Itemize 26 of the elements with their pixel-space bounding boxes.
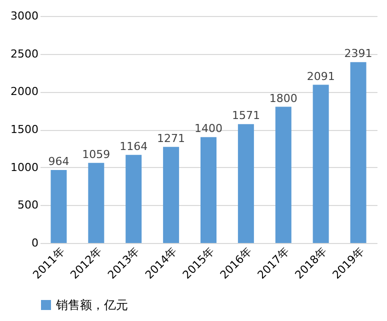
bar (200, 137, 216, 243)
data-label: 2391 (344, 47, 372, 60)
y-tick-label: 3000 (10, 10, 38, 22)
bar (350, 62, 366, 243)
y-tick-label: 500 (18, 198, 38, 212)
y-tick-label: 0 (32, 236, 38, 250)
data-label: 1164 (120, 140, 148, 153)
bar (312, 84, 329, 243)
legend-label: 销售额，亿元 (55, 298, 128, 312)
y-tick-label: 1000 (10, 160, 38, 174)
bar (275, 106, 292, 243)
bar (126, 154, 142, 243)
bar (163, 146, 180, 243)
data-label: 1800 (269, 92, 298, 105)
y-tick-label: 2000 (10, 85, 38, 98)
data-label: 964 (48, 155, 70, 168)
data-label: 1571 (232, 109, 260, 122)
bar (50, 170, 67, 243)
bar (238, 124, 254, 243)
data-label: 1400 (194, 122, 222, 136)
bar (88, 162, 104, 243)
data-label: 1059 (82, 148, 110, 161)
data-label: 1271 (157, 132, 186, 145)
data-label: 2091 (306, 70, 335, 83)
y-tick-label: 2500 (10, 47, 38, 60)
y-tick-label: 1500 (10, 123, 38, 136)
